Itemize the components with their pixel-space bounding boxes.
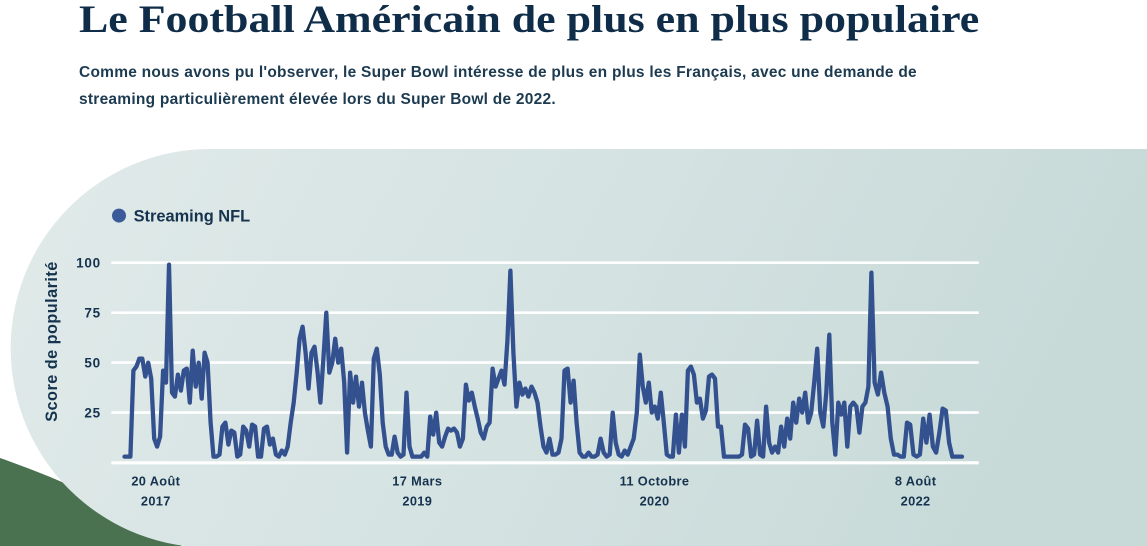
svg-text:25: 25	[84, 405, 101, 420]
svg-text:2022: 2022	[901, 494, 931, 509]
svg-text:100: 100	[76, 256, 101, 271]
svg-text:8 Août: 8 Août	[895, 473, 937, 488]
svg-text:50: 50	[84, 355, 101, 370]
svg-text:Streaming NFL: Streaming NFL	[134, 208, 251, 226]
svg-text:2019: 2019	[402, 494, 432, 509]
svg-text:11 Octobre: 11 Octobre	[620, 473, 690, 488]
svg-text:75: 75	[84, 306, 101, 321]
svg-text:20 Août: 20 Août	[131, 473, 180, 488]
svg-text:2017: 2017	[141, 494, 171, 509]
svg-text:Score de popularité: Score de popularité	[43, 261, 61, 422]
svg-text:2020: 2020	[640, 494, 670, 509]
svg-text:17 Mars: 17 Mars	[392, 473, 442, 488]
